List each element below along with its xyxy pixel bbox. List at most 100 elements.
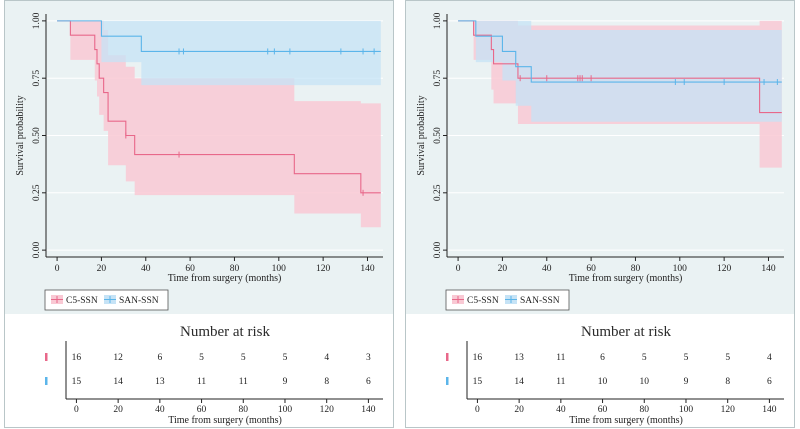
- risk-count: 11: [556, 353, 565, 363]
- legend-label: SAN-SSN: [520, 296, 560, 306]
- risk-count: 11: [239, 377, 248, 387]
- risk-count: 5: [199, 353, 204, 363]
- y-tick-label: 1.00: [32, 12, 42, 29]
- risk-x-tick-label: 140: [361, 405, 376, 415]
- risk-x-axis-title: Time from surgery (months): [168, 415, 282, 426]
- risk-count: 6: [366, 377, 371, 387]
- x-tick-label: 100: [272, 264, 287, 274]
- x-tick-label: 80: [230, 264, 240, 274]
- x-tick-label: 140: [360, 264, 375, 274]
- y-tick-label: 0.00: [32, 242, 42, 259]
- x-tick-label: 100: [673, 264, 688, 274]
- y-tick-label: 0.25: [32, 184, 42, 201]
- risk-x-tick-label: 20: [514, 405, 524, 415]
- risk-count: 14: [113, 377, 123, 387]
- km-chart-right: 0.00 0.25 0.50 0.75 1.00 Survival probability…: [406, 12, 794, 427]
- risk-x-tick-label: 120: [721, 405, 736, 415]
- risk-x-tick-label: 40: [155, 405, 165, 415]
- risk-table-title: Number at risk: [180, 324, 270, 340]
- risk-count: 9: [684, 377, 689, 387]
- risk-x-tick-label: 0: [74, 405, 79, 415]
- y-tick-label: 0.25: [433, 184, 443, 201]
- survival-curve-san-ssn: [57, 20, 381, 52]
- risk-count: 16: [473, 353, 483, 363]
- km-panel-right: 0.00 0.25 0.50 0.75 1.00 Survival probability…: [405, 0, 795, 428]
- risk-count: 10: [598, 377, 608, 387]
- km-panel-left: 0.00 0.25 0.50 0.75 1.00 Survival probability…: [4, 0, 394, 428]
- risk-x-tick-label: 100: [679, 405, 694, 415]
- risk-count: 5: [725, 353, 730, 363]
- risk-count: 5: [283, 353, 288, 363]
- y-tick-label: 0.50: [32, 127, 42, 144]
- risk-count: 16: [72, 353, 82, 363]
- risk-count: 4: [324, 353, 329, 363]
- risk-table-background: [5, 314, 393, 427]
- risk-count: 5: [241, 353, 246, 363]
- risk-x-tick-label: 140: [762, 405, 777, 415]
- y-axis-title: Survival probability: [15, 95, 26, 175]
- km-chart-left: 0.00 0.25 0.50 0.75 1.00 Survival probability…: [5, 12, 393, 427]
- risk-count: 11: [197, 377, 206, 387]
- risk-count: 8: [725, 377, 730, 387]
- risk-count: 14: [514, 377, 524, 387]
- legend-label: C5-SSN: [66, 296, 98, 306]
- survival-curve-c5-ssn: [57, 20, 381, 194]
- risk-count: 5: [684, 353, 689, 363]
- risk-x-tick-label: 80: [640, 405, 650, 415]
- x-tick-label: 60: [185, 264, 195, 274]
- risk-count: 6: [157, 353, 162, 363]
- x-axis-title: Time from surgery (months): [569, 273, 683, 284]
- x-tick-label: 60: [586, 264, 596, 274]
- ci-band-san-ssn: [101, 20, 381, 86]
- risk-x-tick-label: 60: [197, 405, 207, 415]
- x-tick-label: 120: [717, 264, 732, 274]
- x-tick-label: 20: [97, 264, 107, 274]
- legend-label: SAN-SSN: [119, 296, 159, 306]
- risk-count: 12: [113, 353, 123, 363]
- legend-label: C5-SSN: [467, 296, 499, 306]
- y-tick-label: 0.75: [32, 70, 42, 87]
- survival-curve-c5-ssn: [458, 20, 782, 114]
- risk-x-tick-label: 80: [239, 405, 249, 415]
- risk-row-marker-c5-ssn: [45, 353, 48, 361]
- risk-count: 6: [600, 353, 605, 363]
- risk-count: 13: [155, 377, 165, 387]
- risk-table-background: [406, 314, 794, 427]
- risk-x-tick-label: 60: [598, 405, 608, 415]
- y-tick-label: 0.75: [433, 70, 443, 87]
- risk-x-tick-label: 40: [556, 405, 566, 415]
- risk-count: 6: [767, 377, 772, 387]
- risk-count: 8: [324, 377, 329, 387]
- risk-count: 10: [640, 377, 650, 387]
- x-tick-label: 140: [761, 264, 776, 274]
- risk-x-tick-label: 20: [113, 405, 123, 415]
- risk-count: 11: [556, 377, 565, 387]
- risk-x-tick-label: 0: [475, 405, 480, 415]
- risk-x-axis-title: Time from surgery (months): [569, 415, 683, 426]
- risk-x-tick-label: 120: [320, 405, 335, 415]
- x-tick-label: 40: [542, 264, 552, 274]
- ci-band-san-ssn: [475, 20, 782, 122]
- x-tick-label: 120: [316, 264, 331, 274]
- y-axis-title: Survival probability: [416, 95, 427, 175]
- risk-count: 3: [366, 353, 371, 363]
- x-tick-label: 20: [498, 264, 508, 274]
- y-tick-label: 1.00: [433, 12, 443, 29]
- x-tick-label: 80: [631, 264, 641, 274]
- x-tick-label: 40: [141, 264, 151, 274]
- x-axis-title: Time from surgery (months): [168, 273, 282, 284]
- risk-count: 4: [767, 353, 772, 363]
- risk-count: 9: [283, 377, 288, 387]
- y-tick-label: 0.00: [433, 242, 443, 259]
- y-tick-label: 0.50: [433, 127, 443, 144]
- x-tick-label: 0: [55, 264, 60, 274]
- risk-table-title: Number at risk: [581, 324, 671, 340]
- risk-count: 5: [642, 353, 647, 363]
- survival-curve-san-ssn: [458, 20, 782, 83]
- x-tick-label: 0: [456, 264, 461, 274]
- risk-count: 15: [473, 377, 483, 387]
- ci-band-c5-ssn: [70, 20, 381, 228]
- risk-row-marker-san-ssn: [446, 377, 449, 385]
- risk-x-tick-label: 100: [278, 405, 293, 415]
- risk-row-marker-san-ssn: [45, 377, 48, 385]
